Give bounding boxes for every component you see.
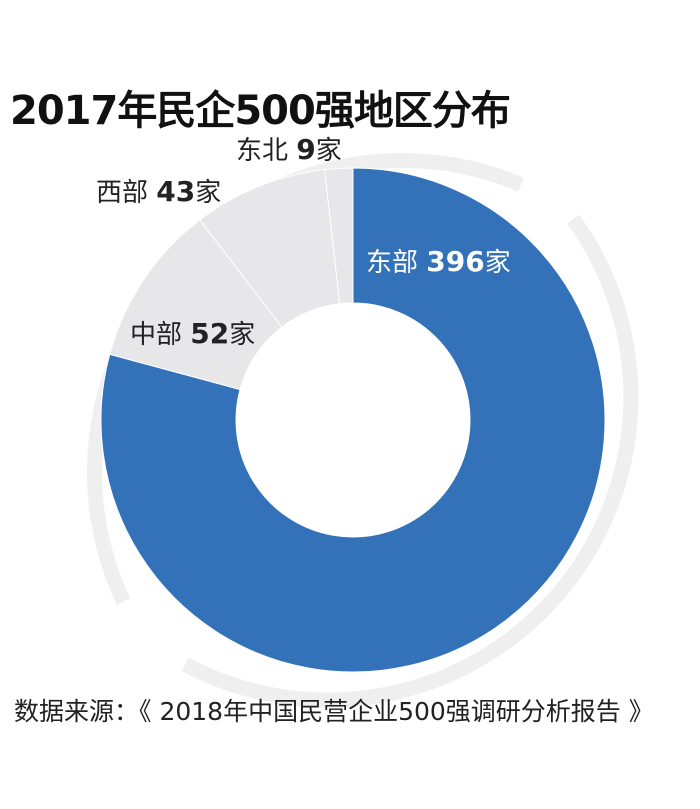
slice-label-unit: 家: [229, 320, 255, 350]
slice-label-value: 52: [190, 317, 229, 350]
donut-slice-0: [100, 167, 606, 673]
slice-label-name: 西部: [96, 178, 156, 208]
slice-label-unit: 家: [195, 178, 221, 208]
decorative-ring-arc-right: [181, 214, 639, 708]
source-note: 数据来源：《 2018年中国民营企业500强调研分析报告 》: [14, 697, 654, 726]
slice-label-unit: 家: [316, 136, 342, 166]
slice-label-name: 中部: [130, 320, 190, 350]
donut-slices: [100, 167, 606, 673]
slice-label-unit: 家: [485, 248, 511, 278]
slice-label-name: 东北: [236, 136, 296, 166]
slice-label-value: 396: [426, 245, 484, 278]
slice-label-value: 43: [156, 175, 195, 208]
chart-title: 2017年民企500强地区分布: [10, 88, 511, 134]
slice-label-0: 东部 396家: [366, 245, 511, 278]
slice-label-name: 东部: [366, 248, 426, 278]
slice-label-2: 西部 43家: [96, 175, 221, 208]
slice-label-3: 东北 9家: [236, 133, 342, 166]
slice-label-1: 中部 52家: [130, 317, 255, 350]
slice-label-value: 9: [296, 133, 315, 166]
donut-slice-3: [324, 167, 354, 305]
